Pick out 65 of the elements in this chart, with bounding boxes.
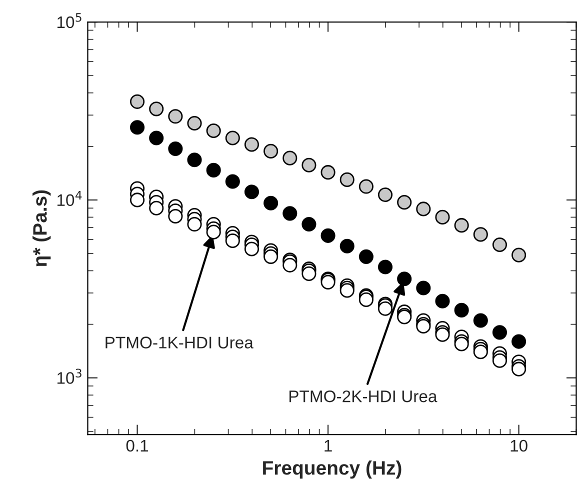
point xyxy=(225,174,240,189)
point xyxy=(378,301,393,316)
point xyxy=(492,237,508,252)
y-tick-label: 10$^{5}$ xyxy=(57,13,82,28)
point xyxy=(473,227,488,242)
point xyxy=(454,302,469,318)
x-tick-label: 0.1 xyxy=(126,440,148,452)
point xyxy=(302,266,316,281)
x-axis-title: Frequency (Hz) xyxy=(263,460,402,479)
point xyxy=(187,216,202,232)
point xyxy=(320,228,336,243)
point xyxy=(512,334,526,349)
y-axis-title: η* (Pa.s) xyxy=(32,190,51,266)
point xyxy=(264,196,278,210)
x-tick-label: 1 xyxy=(324,440,332,452)
point xyxy=(206,224,221,240)
point xyxy=(282,150,298,166)
point xyxy=(302,216,316,232)
point xyxy=(473,313,488,328)
point xyxy=(130,120,145,135)
point xyxy=(149,200,164,216)
point xyxy=(416,202,431,216)
point xyxy=(358,179,374,194)
point xyxy=(378,260,393,274)
point xyxy=(435,210,450,224)
point xyxy=(358,249,374,264)
point xyxy=(282,258,298,272)
point xyxy=(320,165,336,180)
point xyxy=(397,272,412,286)
point xyxy=(244,137,260,152)
point xyxy=(340,172,354,187)
point xyxy=(225,233,240,248)
point xyxy=(302,158,316,172)
point xyxy=(168,141,183,156)
point xyxy=(130,94,145,109)
point xyxy=(454,218,469,233)
point xyxy=(435,294,450,308)
point xyxy=(378,187,393,202)
y-tick-label: 10$^{3}$ xyxy=(57,368,82,384)
point xyxy=(264,144,278,158)
point xyxy=(187,116,202,131)
point xyxy=(206,123,221,138)
point xyxy=(244,184,260,200)
point xyxy=(416,280,431,296)
point xyxy=(149,102,164,116)
point xyxy=(244,242,260,256)
y-tick-label: 10$^{4}$ xyxy=(57,191,82,206)
point xyxy=(130,192,145,208)
point xyxy=(225,130,240,146)
x-tick-label: 10 xyxy=(510,440,528,452)
annotation: PTMO-1K-HDI Urea xyxy=(106,336,254,348)
point xyxy=(264,249,278,264)
point xyxy=(512,248,526,262)
point xyxy=(492,325,508,340)
point xyxy=(397,195,412,210)
point xyxy=(340,238,354,254)
point xyxy=(473,344,488,360)
point xyxy=(206,162,221,178)
point xyxy=(168,109,183,124)
point xyxy=(492,353,508,368)
point xyxy=(187,152,202,168)
annotation: PTMO-2K-HDI Urea xyxy=(290,390,438,402)
point xyxy=(282,206,298,221)
point xyxy=(149,130,164,146)
point xyxy=(168,208,183,224)
